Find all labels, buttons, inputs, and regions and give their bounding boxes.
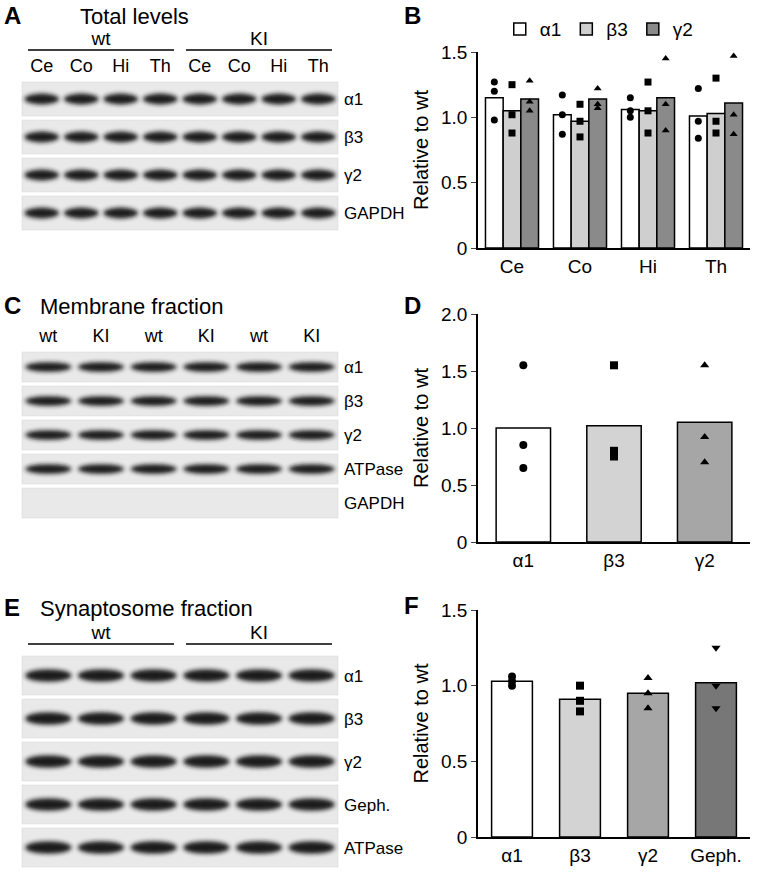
svg-text:γ2: γ2 — [638, 845, 658, 866]
svg-text:0: 0 — [457, 238, 468, 259]
svg-text:α1: α1 — [344, 667, 363, 686]
svg-text:wt: wt — [91, 28, 112, 49]
svg-text:KI: KI — [92, 326, 109, 346]
svg-text:Th: Th — [705, 256, 727, 277]
html-text:B: B — [404, 2, 422, 29]
svg-text:α1: α1 — [501, 845, 523, 866]
svg-text:Relative to wt: Relative to wt — [410, 90, 432, 210]
svg-text:β3: β3 — [569, 845, 591, 866]
svg-text:γ2: γ2 — [344, 426, 362, 445]
svg-text:α1: α1 — [540, 19, 562, 40]
svg-text:Geph.: Geph. — [690, 845, 742, 866]
svg-text:0.5: 0.5 — [441, 172, 467, 193]
svg-text:0.5: 0.5 — [441, 751, 467, 772]
svg-text:GAPDH: GAPDH — [344, 204, 404, 223]
svg-text:KI: KI — [250, 622, 268, 643]
html-text:F: F — [404, 592, 419, 619]
svg-text:Relative to wt: Relative to wt — [410, 368, 432, 488]
svg-text:Co: Co — [568, 256, 592, 277]
svg-text:Ce: Ce — [188, 56, 211, 76]
svg-text:KI: KI — [198, 326, 215, 346]
svg-text:Total levels: Total levels — [80, 4, 189, 29]
svg-text:Co: Co — [228, 56, 251, 76]
svg-text:Co: Co — [70, 56, 93, 76]
svg-text:γ2: γ2 — [344, 753, 362, 772]
svg-text:Hi: Hi — [112, 56, 129, 76]
svg-text:1.0: 1.0 — [441, 418, 467, 439]
svg-text:Synaptosome fraction: Synaptosome fraction — [40, 596, 253, 621]
svg-text:β3: β3 — [344, 128, 363, 147]
svg-text:wt: wt — [91, 622, 112, 643]
svg-text:α1: α1 — [513, 550, 535, 571]
svg-text:E: E — [4, 594, 20, 621]
html-text:D: D — [404, 292, 422, 319]
svg-text:γ2: γ2 — [695, 550, 715, 571]
svg-text:wt: wt — [38, 326, 57, 346]
svg-text:1.0: 1.0 — [441, 675, 467, 696]
svg-text:α1: α1 — [344, 358, 363, 377]
svg-text:wt: wt — [144, 326, 163, 346]
svg-text:1.0: 1.0 — [441, 107, 467, 128]
svg-text:0.5: 0.5 — [441, 475, 467, 496]
svg-text:Th: Th — [308, 56, 329, 76]
svg-text:Geph.: Geph. — [344, 796, 390, 815]
svg-text:Ce: Ce — [30, 56, 53, 76]
svg-text:β3: β3 — [344, 392, 363, 411]
svg-text:β3: β3 — [606, 19, 628, 40]
svg-text:GAPDH: GAPDH — [344, 494, 404, 513]
svg-text:KI: KI — [303, 326, 320, 346]
svg-text:β3: β3 — [603, 550, 625, 571]
svg-text:Ce: Ce — [500, 256, 524, 277]
svg-text:KI: KI — [250, 28, 268, 49]
svg-text:Membrane fraction: Membrane fraction — [40, 294, 223, 319]
svg-text:0: 0 — [457, 532, 468, 553]
svg-text:wt: wt — [249, 326, 268, 346]
svg-text:Th: Th — [150, 56, 171, 76]
svg-text:C: C — [4, 292, 21, 319]
svg-text:γ2: γ2 — [673, 19, 693, 40]
svg-text:ATPase: ATPase — [344, 460, 403, 479]
svg-text:ATPase: ATPase — [344, 839, 403, 858]
svg-text:γ2: γ2 — [344, 166, 362, 185]
svg-text:1.5: 1.5 — [441, 600, 467, 621]
svg-text:Hi: Hi — [270, 56, 287, 76]
svg-text:β3: β3 — [344, 710, 363, 729]
svg-text:A: A — [4, 2, 21, 29]
svg-text:α1: α1 — [344, 90, 363, 109]
svg-text:Hi: Hi — [639, 256, 657, 277]
svg-text:Relative to wt: Relative to wt — [410, 663, 432, 783]
svg-text:0: 0 — [457, 827, 468, 848]
svg-text:1.5: 1.5 — [441, 42, 467, 63]
svg-text:2.0: 2.0 — [441, 304, 467, 325]
svg-text:1.5: 1.5 — [441, 361, 467, 382]
